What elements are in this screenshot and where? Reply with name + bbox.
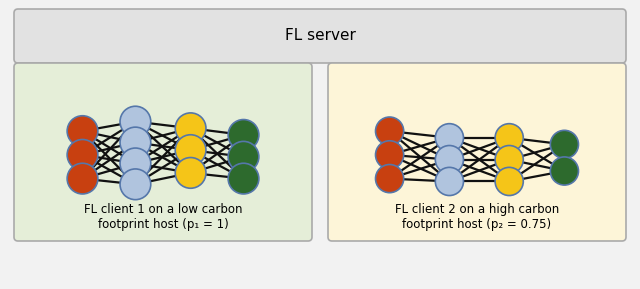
- Circle shape: [120, 148, 151, 179]
- Circle shape: [376, 141, 404, 169]
- Circle shape: [67, 140, 98, 170]
- Circle shape: [228, 141, 259, 172]
- Circle shape: [435, 146, 463, 174]
- FancyBboxPatch shape: [14, 63, 312, 241]
- Circle shape: [495, 124, 524, 152]
- FancyBboxPatch shape: [14, 9, 626, 63]
- Circle shape: [376, 117, 404, 145]
- Circle shape: [67, 163, 98, 194]
- Text: FL client 1 on a low carbon
footprint host (p₁ = 1): FL client 1 on a low carbon footprint ho…: [84, 203, 243, 231]
- Circle shape: [120, 106, 151, 137]
- Text: FL client 2 on a high carbon
footprint host (p₂ = 0.75): FL client 2 on a high carbon footprint h…: [395, 203, 559, 231]
- Circle shape: [175, 135, 206, 166]
- Bar: [0, 259, 640, 289]
- Circle shape: [228, 120, 259, 150]
- Circle shape: [550, 130, 579, 158]
- Circle shape: [495, 167, 524, 196]
- Circle shape: [120, 127, 151, 158]
- Circle shape: [495, 146, 524, 174]
- Circle shape: [228, 163, 259, 194]
- Circle shape: [435, 167, 463, 196]
- Circle shape: [175, 113, 206, 144]
- Circle shape: [120, 169, 151, 200]
- Circle shape: [376, 164, 404, 193]
- Circle shape: [67, 116, 98, 147]
- Text: FL server: FL server: [285, 29, 355, 44]
- Circle shape: [550, 157, 579, 185]
- Circle shape: [435, 124, 463, 152]
- Circle shape: [175, 158, 206, 188]
- FancyBboxPatch shape: [328, 63, 626, 241]
